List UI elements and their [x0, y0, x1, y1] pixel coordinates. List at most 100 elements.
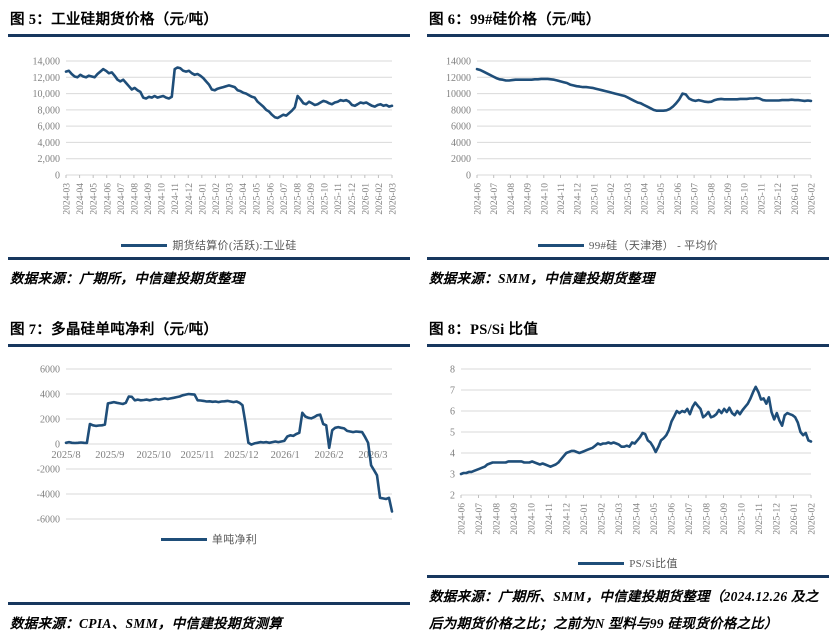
- figure-7-legend: 单吨净利: [8, 531, 410, 547]
- x-axis-tick-label: 2026-01: [361, 183, 371, 215]
- x-axis-tick-label: 2026/3: [358, 450, 387, 461]
- line-series: [64, 393, 394, 514]
- figure-8-source: 数据来源：广期所、SMM，中信建投期货整理（2024.12.26 及之后为期货价…: [429, 589, 819, 631]
- x-axis-tick-label: 2024-10: [528, 503, 538, 535]
- x-axis-tick-label: 2025-11: [755, 503, 765, 535]
- x-axis-tick-label: 2025-03: [615, 503, 625, 535]
- figure-7-source: 数据来源：CPIA、SMM，中信建投期货测算: [10, 615, 283, 631]
- figure-7-chart: 6000 4000 2000 0 -2000 -4000 -6000 2025/8 2025/9…: [37, 365, 394, 526]
- figure-5-chart: 14,00012,00010,0008,0006,0004,0002,00002…: [33, 57, 399, 215]
- x-axis-tick-label: 2024-08: [507, 183, 517, 215]
- y-axis-tick-label: 0: [55, 171, 60, 182]
- figure-5-title-rule: [8, 34, 410, 37]
- x-axis-tick-label: 2025-09: [724, 183, 734, 215]
- figure-5: 图 5：工业硅期货价格（元/吨） 14,000 12,000 10,000 8,000…: [8, 6, 410, 292]
- x-axis-tick-label: 2025-04: [239, 183, 249, 215]
- legend-line-swatch: [121, 243, 168, 247]
- y-axis-tick-label: 2000: [40, 415, 60, 426]
- figure-6-title-rule: [427, 34, 829, 37]
- line-series: [459, 385, 813, 476]
- y-axis-tick-label: 2: [450, 491, 455, 502]
- x-axis-tick-label: 2026/1: [271, 450, 300, 461]
- y-axis-tick-label: 0: [466, 171, 471, 182]
- x-axis-tick-label: 2025-06: [674, 183, 684, 215]
- x-axis-tick-label: 2024-05: [90, 183, 100, 215]
- x-axis-tick-label: 2026-03: [389, 183, 399, 215]
- x-axis-tick-label: 2025/11: [181, 450, 215, 461]
- x-axis-tick-label: 2024-11: [557, 183, 567, 215]
- figure-7-title-rule: [8, 344, 410, 348]
- x-axis-tick-label: 2025-04: [641, 183, 651, 215]
- y-axis-tick-label: 3: [450, 470, 455, 481]
- y-axis-tick-label: -6000: [37, 515, 60, 526]
- x-axis-tick-label: 2024-08: [493, 503, 503, 535]
- x-axis-tick-label: 2025-05: [253, 183, 263, 215]
- x-axis-tick-label: 2024-09: [510, 503, 520, 535]
- x-axis-tick-label: 2025-01: [198, 183, 208, 215]
- x-axis-tick-label: 2024-03: [63, 183, 73, 215]
- y-axis-tick-label: 14,000: [33, 57, 61, 68]
- x-axis-tick-label: 2026/2: [314, 450, 343, 461]
- x-axis-tick-label: 2025-09: [720, 503, 730, 535]
- y-axis-tick-label: 10000: [446, 89, 471, 100]
- y-axis-tick-label: 5: [450, 428, 455, 439]
- x-axis-tick-label: 2025-06: [266, 183, 276, 215]
- x-axis-tick-label: 2025-12: [773, 503, 783, 535]
- x-axis-tick-label: 2025/10: [136, 450, 170, 461]
- x-axis-tick-label: 2024-07: [490, 183, 500, 215]
- figure-5-title: 图 5：工业硅期货价格（元/吨）: [10, 12, 219, 28]
- x-axis-tick-label: 2024-06: [474, 183, 484, 215]
- figure-8-title: 图 8：PS/Si 比值: [429, 322, 539, 339]
- x-axis-tick-label: 2025-06: [668, 503, 678, 535]
- x-axis-tick-label: 2025-02: [607, 183, 617, 215]
- line-series: [64, 66, 394, 120]
- y-axis-tick-label: 12,000: [33, 73, 61, 84]
- y-axis-tick-label: 14000: [446, 57, 471, 68]
- figure-8-bottom-rule: [427, 575, 829, 579]
- x-axis-tick-label: 2024-09: [144, 183, 154, 215]
- legend-label: 单吨净利: [211, 534, 258, 547]
- y-axis-tick-label: -4000: [37, 490, 60, 501]
- y-axis-tick-label: 8: [450, 365, 455, 376]
- x-axis-tick-label: 2024-09: [524, 183, 534, 215]
- y-axis-tick-label: 6000: [451, 122, 471, 133]
- x-axis-tick-label: 2025-10: [738, 503, 748, 535]
- x-axis-tick-label: 2025-02: [598, 503, 608, 535]
- x-axis-tick-label: 2024-12: [185, 183, 195, 215]
- x-axis-tick-label: 2025-08: [703, 503, 713, 535]
- y-axis-tick-label: 8,000: [38, 105, 61, 116]
- x-axis-tick-label: 2025-12: [774, 183, 784, 215]
- figure-6-title: 图 6：99#硅价格（元/吨）: [429, 12, 601, 28]
- y-axis-tick-label: 7: [450, 386, 455, 397]
- x-axis-tick-label: 2025-08: [293, 183, 303, 215]
- x-axis-tick-label: 2025-09: [307, 183, 317, 215]
- x-axis-tick-label: 2026-02: [808, 183, 818, 215]
- y-axis-tick-label: 0: [55, 440, 60, 451]
- y-axis-tick-label: 6000: [40, 365, 60, 376]
- x-axis-tick-label: 2025-01: [580, 503, 590, 535]
- legend-label: PS/Si比值: [629, 558, 678, 571]
- y-axis-tick-label: 8000: [451, 105, 471, 116]
- y-axis-tick-label: -2000: [37, 465, 60, 476]
- x-axis-tick-label: 2025-03: [624, 183, 634, 215]
- x-axis-tick-label: 2025-10: [741, 183, 751, 215]
- figure-7: 图 7：多晶硅单吨净利（元/吨） 6000 4000 2000 0 -2000 -4000…: [8, 316, 410, 637]
- x-axis-tick-label: 2024-10: [158, 183, 168, 215]
- figure-6: 图 6：99#硅价格（元/吨） 14000 12000 10000 8000 6000 4…: [427, 6, 829, 292]
- y-axis-tick-label: 6: [450, 407, 455, 418]
- legend-line-swatch: [160, 537, 207, 541]
- x-axis-tick-label: 2026-01: [791, 183, 801, 215]
- x-axis-tick-label: 2025-01: [590, 183, 600, 215]
- figure-8-title-rule: [427, 344, 829, 348]
- y-axis-tick-label: 4000: [451, 138, 471, 149]
- x-axis-tick-label: 2024-08: [130, 183, 140, 215]
- x-axis-tick-label: 2025-02: [212, 183, 222, 215]
- y-axis-tick-label: 12000: [446, 73, 471, 84]
- line-series: [475, 67, 813, 113]
- y-axis-tick-label: 4: [450, 449, 455, 460]
- figure-8-legend: PS/Si比值: [427, 555, 829, 571]
- x-axis-tick-label: 2025-11: [757, 183, 767, 215]
- figure-5-source: 数据来源：广期所，中信建投期货整理: [10, 271, 245, 286]
